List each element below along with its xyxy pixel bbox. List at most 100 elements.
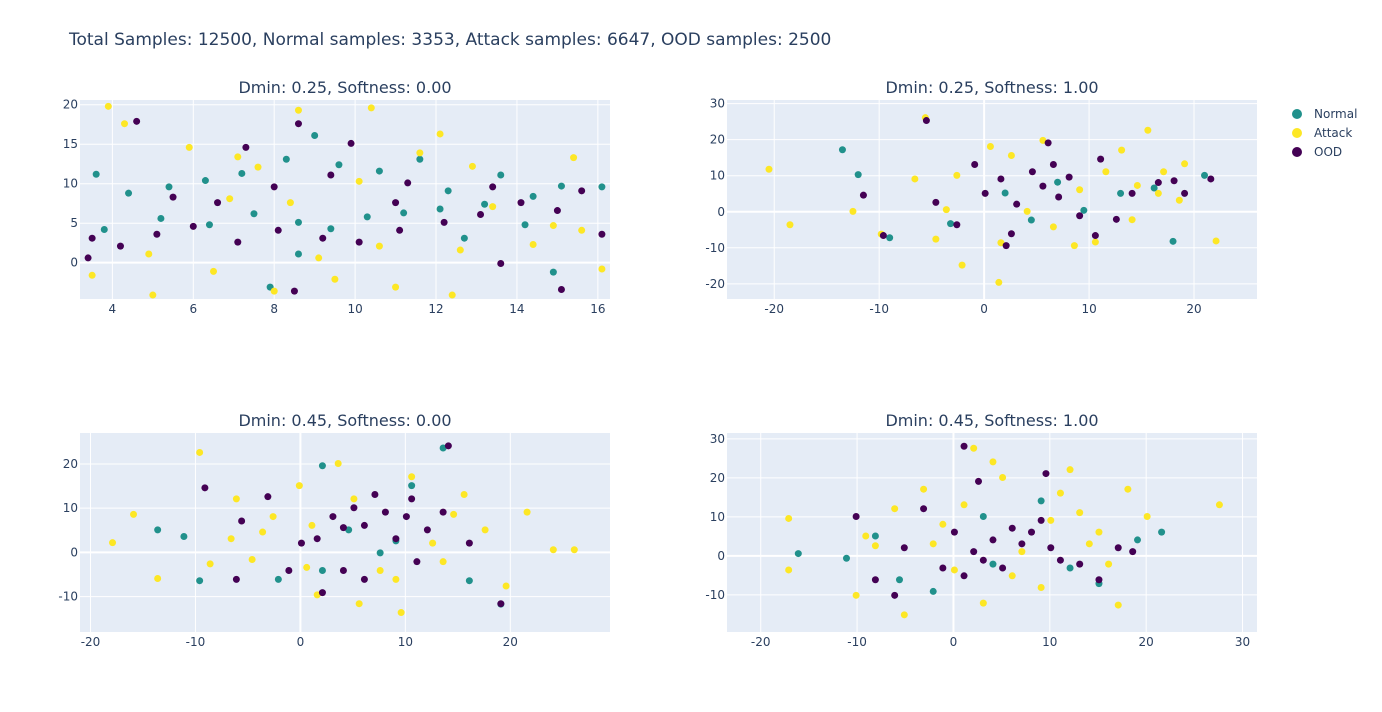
point-ood (339, 567, 347, 575)
y-tick-label: 10 (710, 169, 725, 183)
series-normal (838, 146, 1209, 245)
point-attack (929, 540, 937, 548)
point-ood (1065, 173, 1073, 181)
y-tick-label: 20 (63, 98, 78, 112)
point-normal (444, 187, 452, 195)
point-normal (318, 567, 326, 575)
legend-item-ood[interactable]: OOD (1292, 142, 1357, 161)
point-ood (1076, 212, 1084, 220)
point-attack (986, 143, 994, 151)
point-attack (196, 448, 204, 456)
point-ood (971, 161, 979, 169)
point-ood (999, 564, 1007, 572)
point-attack (149, 291, 157, 299)
point-attack (450, 510, 458, 518)
point-ood (1091, 232, 1099, 240)
point-normal (886, 234, 894, 242)
point-ood (1114, 544, 1122, 552)
point-ood (444, 442, 452, 450)
subplot-title: Dmin: 0.25, Softness: 1.00 (885, 78, 1098, 97)
point-attack (1076, 509, 1084, 517)
point-attack (997, 239, 1005, 247)
legend-item-normal[interactable]: Normal (1292, 104, 1357, 123)
point-ood (981, 189, 989, 197)
point-attack (549, 546, 557, 554)
point-ood (396, 226, 404, 234)
point-normal (294, 250, 302, 258)
point-ood (557, 286, 565, 294)
point-attack (109, 539, 117, 547)
point-attack (891, 505, 899, 513)
point-attack (313, 591, 321, 599)
x-tick-label: 4 (109, 302, 117, 316)
point-attack (786, 221, 794, 229)
point-ood (297, 539, 305, 547)
point-normal (400, 209, 408, 217)
plot-area[interactable] (80, 100, 610, 299)
point-attack (210, 267, 218, 275)
point-normal (250, 210, 258, 218)
plot-area[interactable] (727, 100, 1257, 299)
plot-area[interactable] (727, 433, 1257, 632)
legend-label-attack: Attack (1314, 125, 1353, 140)
point-ood (294, 120, 302, 128)
point-attack (1070, 242, 1078, 250)
point-attack (1175, 196, 1183, 204)
x-tick-label: 6 (189, 302, 197, 316)
point-attack (416, 149, 424, 157)
x-tick-label: 10 (1081, 302, 1096, 316)
point-normal (1001, 189, 1009, 197)
main-title: Total Samples: 12500, Normal samples: 33… (69, 30, 832, 50)
point-normal (408, 482, 416, 490)
point-ood (234, 238, 242, 246)
point-attack (334, 460, 342, 468)
y-tick-label: 0 (717, 205, 725, 219)
point-ood (350, 504, 358, 512)
point-attack (871, 542, 879, 550)
legend-item-attack[interactable]: Attack (1292, 123, 1357, 142)
y-tick-label: -10 (58, 590, 78, 604)
point-ood (290, 287, 298, 295)
x-tick-label: 0 (980, 302, 988, 316)
point-attack (145, 250, 153, 258)
x-tick-label: 0 (297, 635, 305, 649)
point-attack (1133, 181, 1141, 189)
point-attack (900, 611, 908, 619)
point-ood (329, 513, 337, 521)
y-tick-label: 5 (70, 216, 78, 230)
point-attack (295, 482, 303, 490)
point-normal (363, 213, 371, 221)
point-attack (1118, 146, 1126, 154)
point-attack (355, 600, 363, 608)
series-ood (84, 117, 606, 295)
point-attack (375, 242, 383, 250)
point-ood (1047, 544, 1055, 552)
point-ood (371, 490, 379, 498)
point-attack (436, 130, 444, 138)
point-attack (448, 291, 456, 299)
point-attack (350, 495, 358, 503)
point-attack (489, 203, 497, 211)
x-tick-label: -20 (81, 635, 101, 649)
point-attack (315, 254, 323, 262)
point-ood (84, 254, 92, 262)
point-attack (367, 104, 375, 112)
point-ood (497, 600, 505, 608)
point-ood (381, 508, 389, 516)
point-ood (852, 513, 860, 521)
point-ood (900, 544, 908, 552)
point-attack (785, 566, 793, 574)
legend-label-normal: Normal (1314, 106, 1358, 121)
point-attack (852, 591, 860, 599)
point-attack (932, 235, 940, 243)
point-normal (854, 171, 862, 179)
point-normal (274, 575, 282, 583)
point-attack (1047, 516, 1055, 524)
plot-area[interactable] (80, 433, 610, 632)
point-normal (416, 155, 424, 163)
point-normal (794, 550, 802, 558)
point-attack (355, 177, 363, 185)
point-normal (549, 268, 557, 276)
point-normal (439, 444, 447, 452)
